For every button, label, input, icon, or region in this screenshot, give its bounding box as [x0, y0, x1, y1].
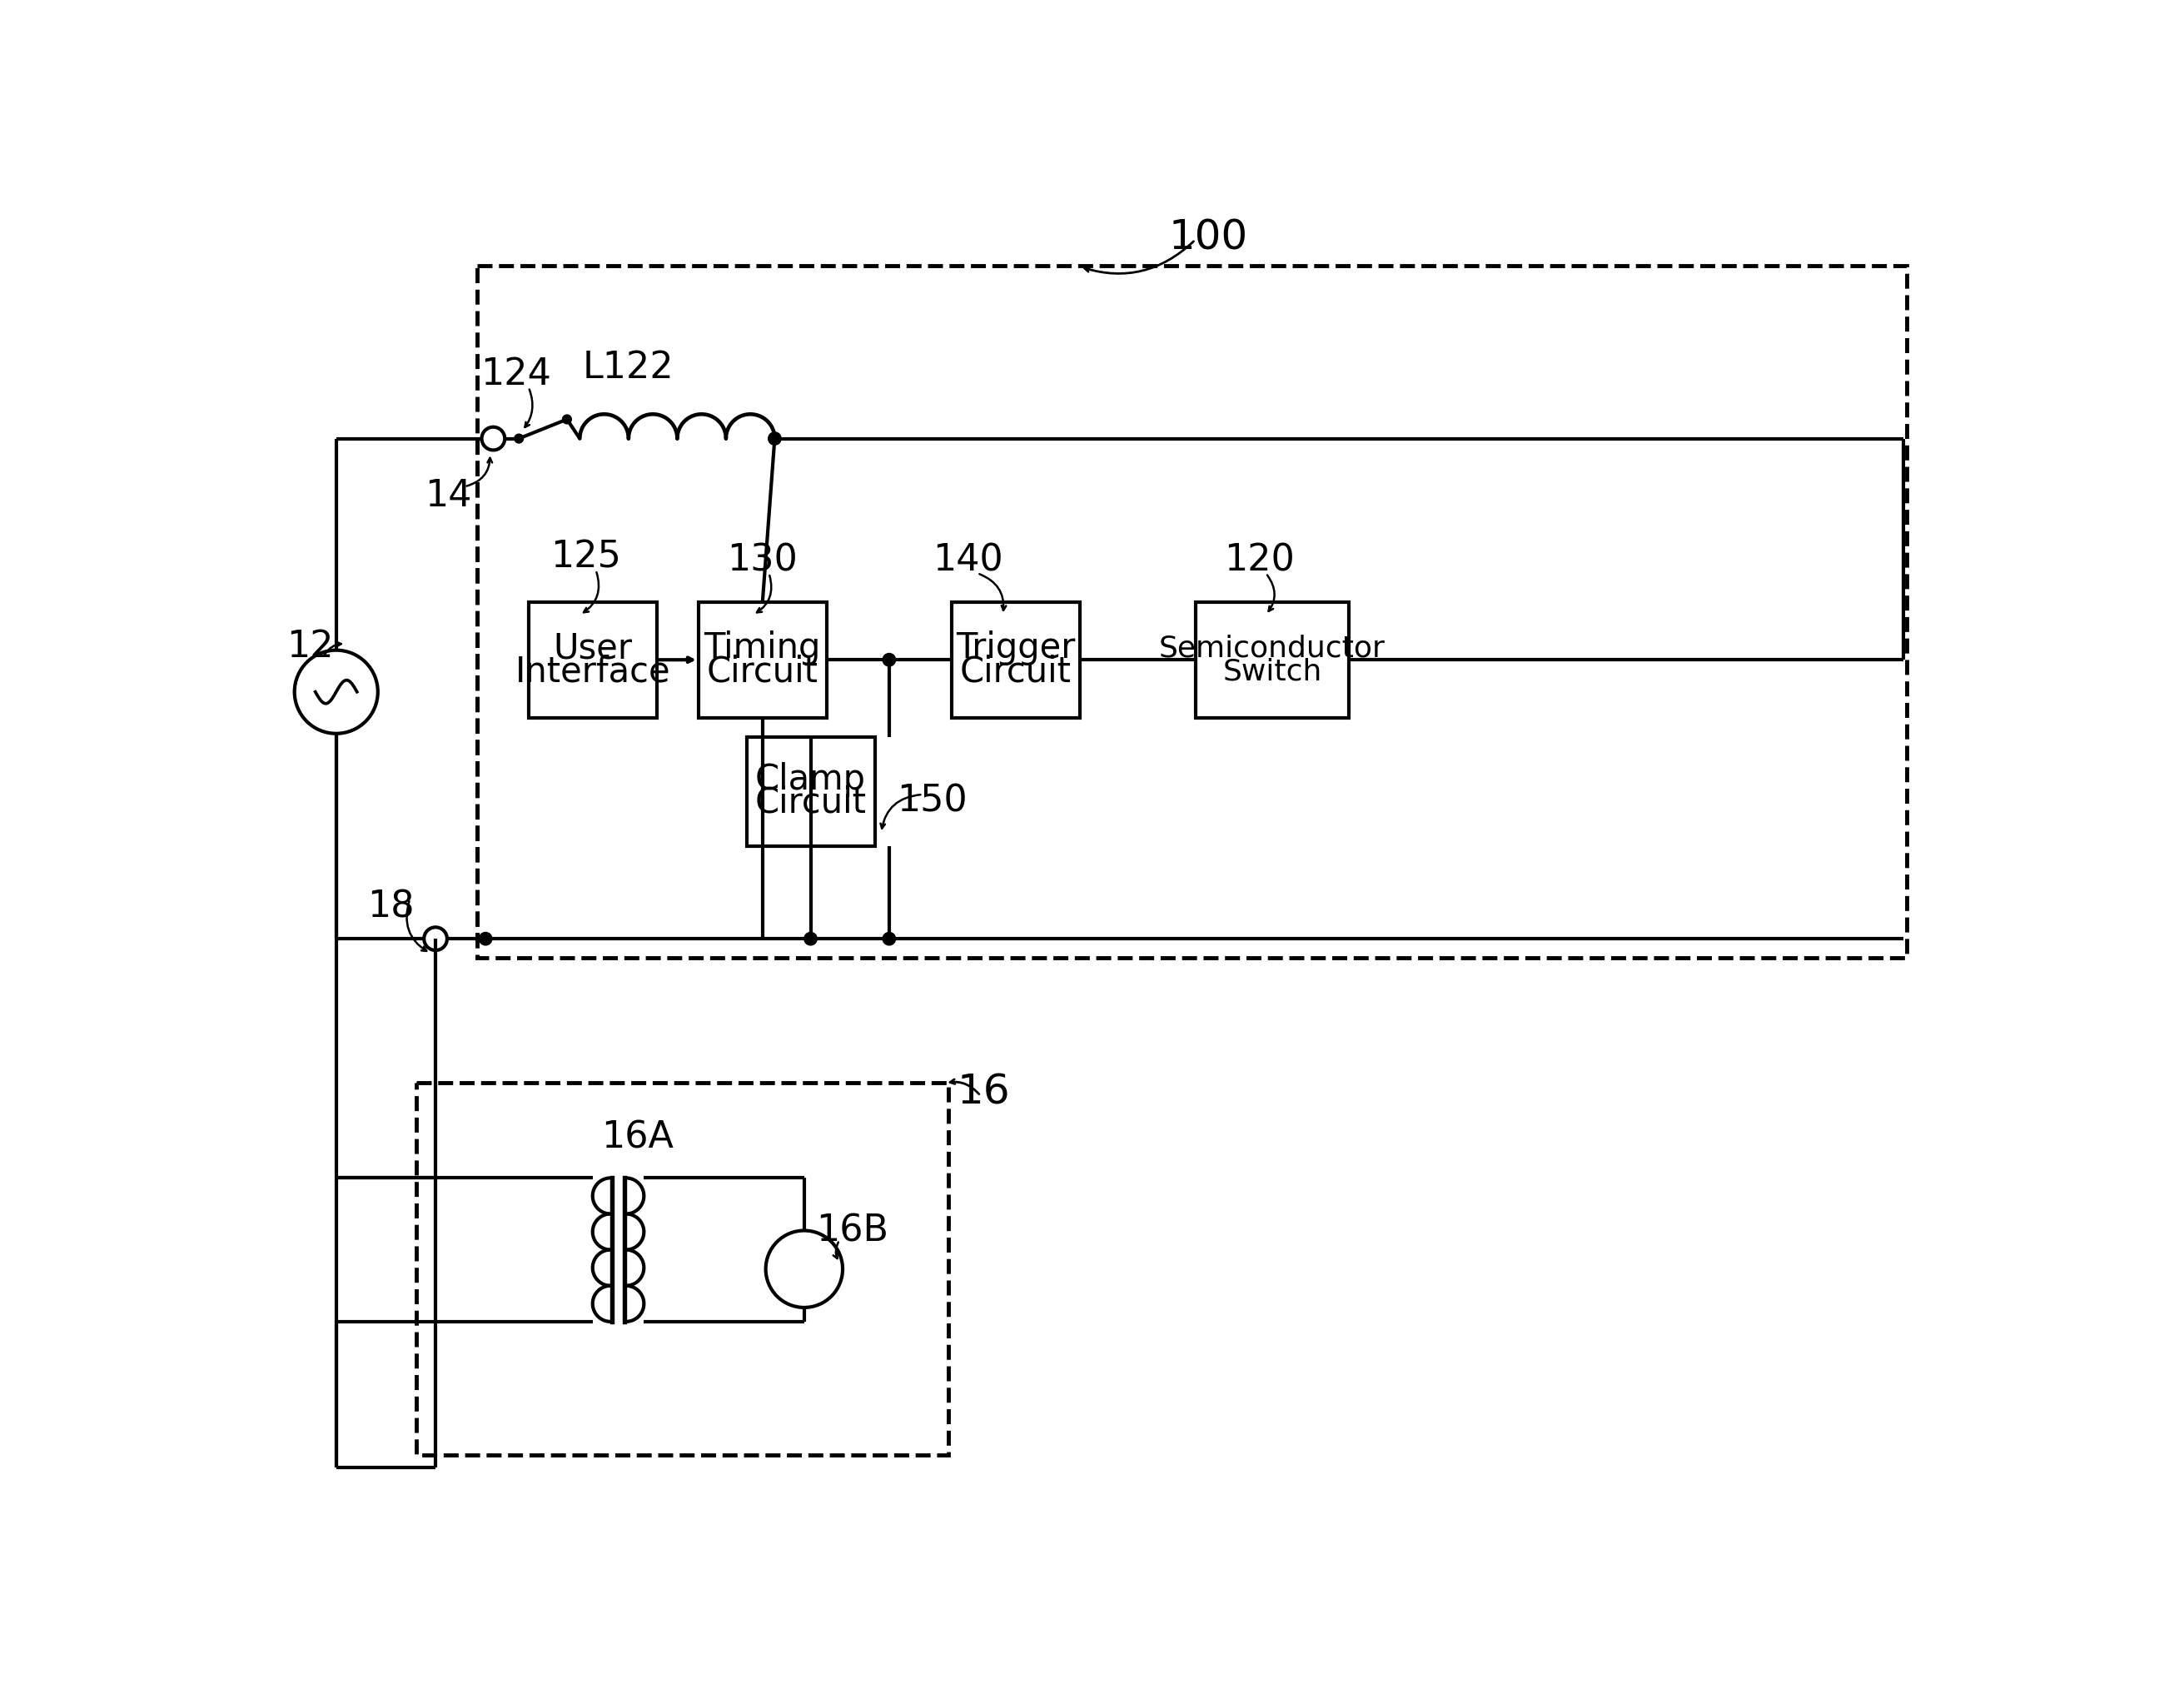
Text: 12: 12 [286, 629, 334, 665]
Text: 100: 100 [1168, 218, 1247, 257]
Text: 150: 150 [898, 782, 968, 820]
Text: 18: 18 [367, 889, 415, 925]
Circle shape [769, 433, 782, 445]
Bar [1195, 602, 1350, 717]
Bar [417, 1084, 948, 1455]
Text: Circuit: Circuit [708, 654, 819, 688]
Text: L122: L122 [583, 349, 673, 385]
Text: Clamp: Clamp [756, 762, 867, 797]
Text: Switch: Switch [1223, 658, 1321, 685]
Circle shape [563, 414, 572, 424]
Bar [699, 602, 826, 717]
Bar [747, 736, 876, 845]
Circle shape [882, 653, 895, 666]
Text: Trigger: Trigger [957, 630, 1075, 666]
Text: Circuit: Circuit [756, 786, 867, 820]
Text: Timing: Timing [703, 630, 821, 666]
Bar [478, 266, 1907, 958]
Text: 124: 124 [480, 356, 550, 392]
Text: 130: 130 [727, 542, 797, 578]
Circle shape [804, 932, 817, 946]
Text: Interface: Interface [515, 654, 670, 688]
Bar [529, 602, 657, 717]
Text: 14: 14 [426, 479, 472, 515]
Text: 16B: 16B [817, 1213, 889, 1249]
Text: Circuit: Circuit [961, 654, 1072, 688]
Text: Semiconductor: Semiconductor [1160, 634, 1385, 663]
Text: 140: 140 [933, 542, 1002, 578]
Text: 120: 120 [1223, 542, 1295, 578]
Circle shape [882, 932, 895, 946]
Text: 125: 125 [550, 538, 622, 574]
Text: User: User [553, 630, 631, 666]
Text: 16: 16 [957, 1074, 1011, 1113]
Circle shape [515, 435, 524, 443]
Bar [952, 602, 1079, 717]
Text: 16A: 16A [601, 1120, 673, 1155]
Circle shape [478, 932, 491, 946]
